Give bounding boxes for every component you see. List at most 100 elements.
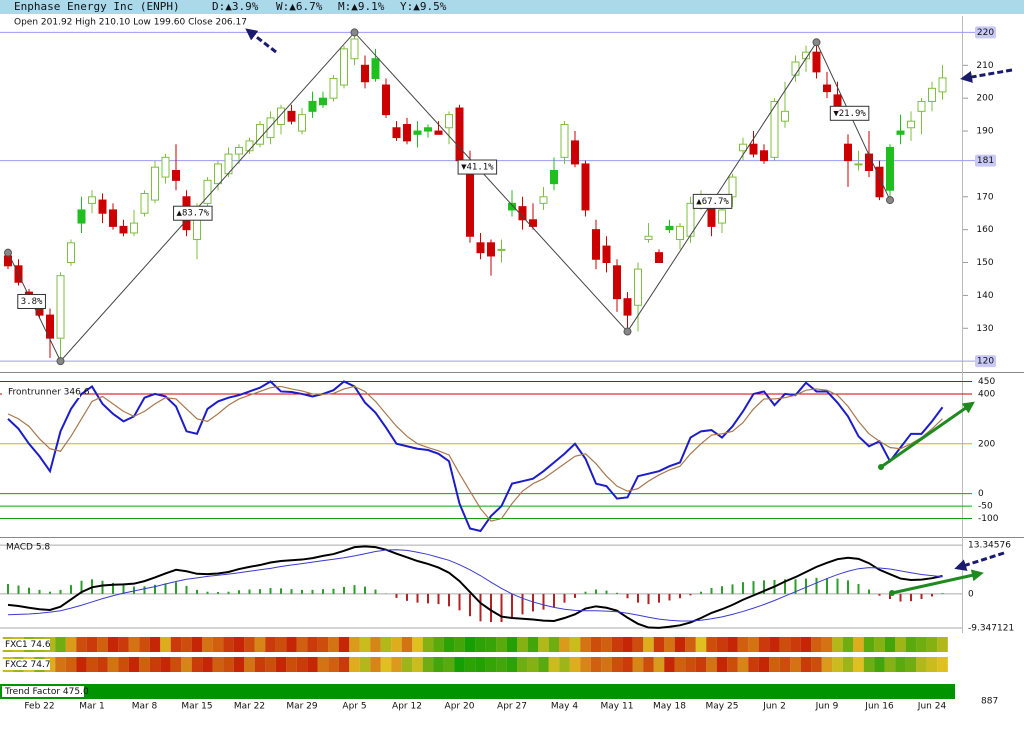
heat-cell xyxy=(496,637,507,652)
zigzag-line xyxy=(7,31,891,363)
zigzag-pivot xyxy=(350,28,359,37)
x-tick-label: Mar 22 xyxy=(234,702,265,712)
y-tick-label: 190 xyxy=(976,127,993,137)
x-tick-label: Jun 24 xyxy=(917,702,947,712)
candle-body xyxy=(77,209,86,224)
histogram-bar xyxy=(500,593,503,623)
heat-cell xyxy=(55,637,66,652)
histogram-bar xyxy=(269,588,272,594)
candle-body xyxy=(497,248,506,251)
row-label-box xyxy=(2,639,50,650)
heat-cell xyxy=(538,637,549,652)
zigzag-label-box xyxy=(692,193,733,209)
level-tag xyxy=(975,355,996,368)
y-tick-label: 450 xyxy=(978,377,995,387)
histogram-bar xyxy=(626,593,629,599)
heat-cell xyxy=(170,637,182,652)
heat-cell xyxy=(716,657,728,672)
histogram-bar xyxy=(836,578,839,594)
heat-cell xyxy=(380,637,392,652)
histogram-bar xyxy=(175,582,177,594)
heat-cell xyxy=(874,657,885,672)
candle-body xyxy=(172,169,180,181)
histogram-bar xyxy=(868,589,870,594)
macd-line xyxy=(7,549,943,622)
annotation-arrow xyxy=(891,569,984,595)
candle-body xyxy=(634,268,642,306)
candle-body xyxy=(875,166,884,198)
histogram-bar xyxy=(59,589,62,594)
zigzag-pivot xyxy=(56,357,65,366)
heat-cell xyxy=(590,657,602,672)
heat-cell xyxy=(76,637,87,652)
candle-body xyxy=(560,123,569,158)
zigzag-label-box xyxy=(173,205,213,221)
histogram-bar xyxy=(28,587,30,594)
y-tick-label: -100 xyxy=(978,514,999,524)
heat-cell xyxy=(748,657,759,672)
candle-body xyxy=(928,87,936,102)
histogram-bar xyxy=(605,590,608,594)
heat-cell xyxy=(559,637,570,652)
heat-cell xyxy=(317,637,329,652)
histogram-bar xyxy=(7,584,9,594)
level-label: 220 xyxy=(977,28,994,38)
y-tick-label: 130 xyxy=(976,324,993,334)
histogram-bar xyxy=(595,589,597,594)
x-tick-label: Apr 20 xyxy=(445,702,475,712)
heat-cell xyxy=(653,657,665,672)
histogram-bar xyxy=(395,593,398,598)
histogram-bar xyxy=(133,586,135,594)
heat-cell xyxy=(538,657,549,672)
heat-cell xyxy=(905,637,917,652)
candle-body xyxy=(529,219,537,227)
heat-cell xyxy=(664,637,675,652)
heat-cell xyxy=(296,657,308,672)
zigzag-pivot xyxy=(623,327,632,336)
histogram-bar xyxy=(143,586,146,594)
heat-cell xyxy=(527,637,539,652)
trend-band xyxy=(0,684,955,699)
panel-label: Frontrunner 346.6 xyxy=(8,388,90,398)
heat-cell xyxy=(160,657,171,672)
histogram-bar xyxy=(668,593,671,601)
heat-cell xyxy=(926,657,938,672)
plot-layer: 130 140 150 160 170 190 200 210 220 181 120 Feb 22 M… xyxy=(0,26,1014,712)
histogram-bar xyxy=(185,585,188,594)
candle-body xyxy=(350,38,359,60)
heat-cell xyxy=(884,637,896,652)
heat-cell xyxy=(863,637,875,652)
heat-cell xyxy=(737,657,749,672)
candle-body xyxy=(382,84,390,116)
zigzag-label: 3.8% xyxy=(21,297,43,307)
histogram-bar xyxy=(815,577,818,594)
candle-body xyxy=(739,143,747,152)
heat-cell xyxy=(391,637,402,652)
heat-cell xyxy=(485,657,497,672)
heat-cell xyxy=(349,657,360,672)
header-bar xyxy=(0,0,1024,14)
histogram-bar xyxy=(322,589,324,594)
candle-body xyxy=(151,166,159,201)
heat-cell xyxy=(926,637,938,652)
histogram-bar xyxy=(784,579,786,594)
heat-cell xyxy=(874,637,885,652)
histogram-bar xyxy=(574,593,576,598)
heat-cell xyxy=(611,637,623,652)
heat-cell xyxy=(212,657,224,672)
histogram-bar xyxy=(49,591,51,594)
x-tick-label: Feb 22 xyxy=(24,702,54,712)
histogram-bar xyxy=(122,585,125,594)
heat-cell xyxy=(790,637,801,652)
heat-cell xyxy=(191,657,203,672)
candle-body xyxy=(644,235,653,241)
ohlc-line: Open 201.92 High 210.10 Low 199.60 Close… xyxy=(14,18,247,28)
change-label: M:▲9.1% xyxy=(338,0,385,13)
candle-body xyxy=(266,117,275,139)
heat-cell xyxy=(716,637,728,652)
oscillator-line xyxy=(7,385,943,522)
histogram-bar xyxy=(364,586,366,594)
candle-body xyxy=(109,209,117,227)
oscillator-line xyxy=(7,380,944,533)
heat-cell xyxy=(443,637,455,652)
